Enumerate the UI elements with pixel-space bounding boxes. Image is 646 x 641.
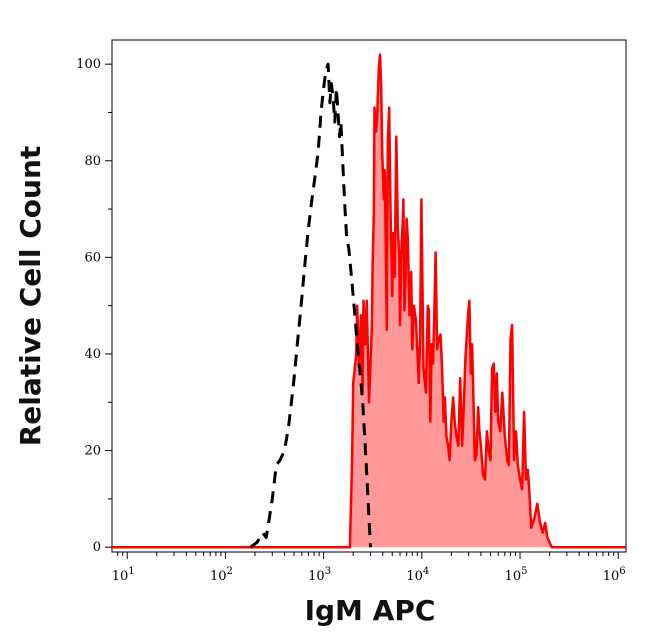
series-1-area bbox=[112, 54, 626, 548]
x-axis-title: IgM APC bbox=[305, 594, 436, 627]
x-tick-label-3: 103 bbox=[308, 566, 331, 584]
plot-frame bbox=[111, 39, 627, 553]
y-tick-label-100: 100 bbox=[76, 57, 101, 72]
axes-layer: 0 20 40 60 80 100 101 102 103 104 105 106 bbox=[76, 57, 626, 584]
series-layer bbox=[112, 53, 626, 549]
y-tick-label-60: 60 bbox=[84, 250, 101, 265]
y-tick-label-80: 80 bbox=[84, 154, 101, 169]
series-0-line bbox=[249, 62, 372, 549]
y-tick-label-40: 40 bbox=[84, 347, 101, 362]
y-tick-label-0: 0 bbox=[93, 540, 101, 555]
y-axis-title: Relative Cell Count bbox=[14, 146, 47, 447]
x-tick-label-1: 101 bbox=[112, 566, 135, 584]
x-tick-label-5: 105 bbox=[505, 566, 528, 584]
x-tick-label-2: 102 bbox=[210, 566, 233, 584]
series-1-line bbox=[112, 53, 626, 549]
x-tick-label-6: 106 bbox=[603, 566, 626, 584]
x-tick-label-4: 104 bbox=[406, 566, 429, 584]
y-tick-label-20: 20 bbox=[84, 444, 101, 459]
